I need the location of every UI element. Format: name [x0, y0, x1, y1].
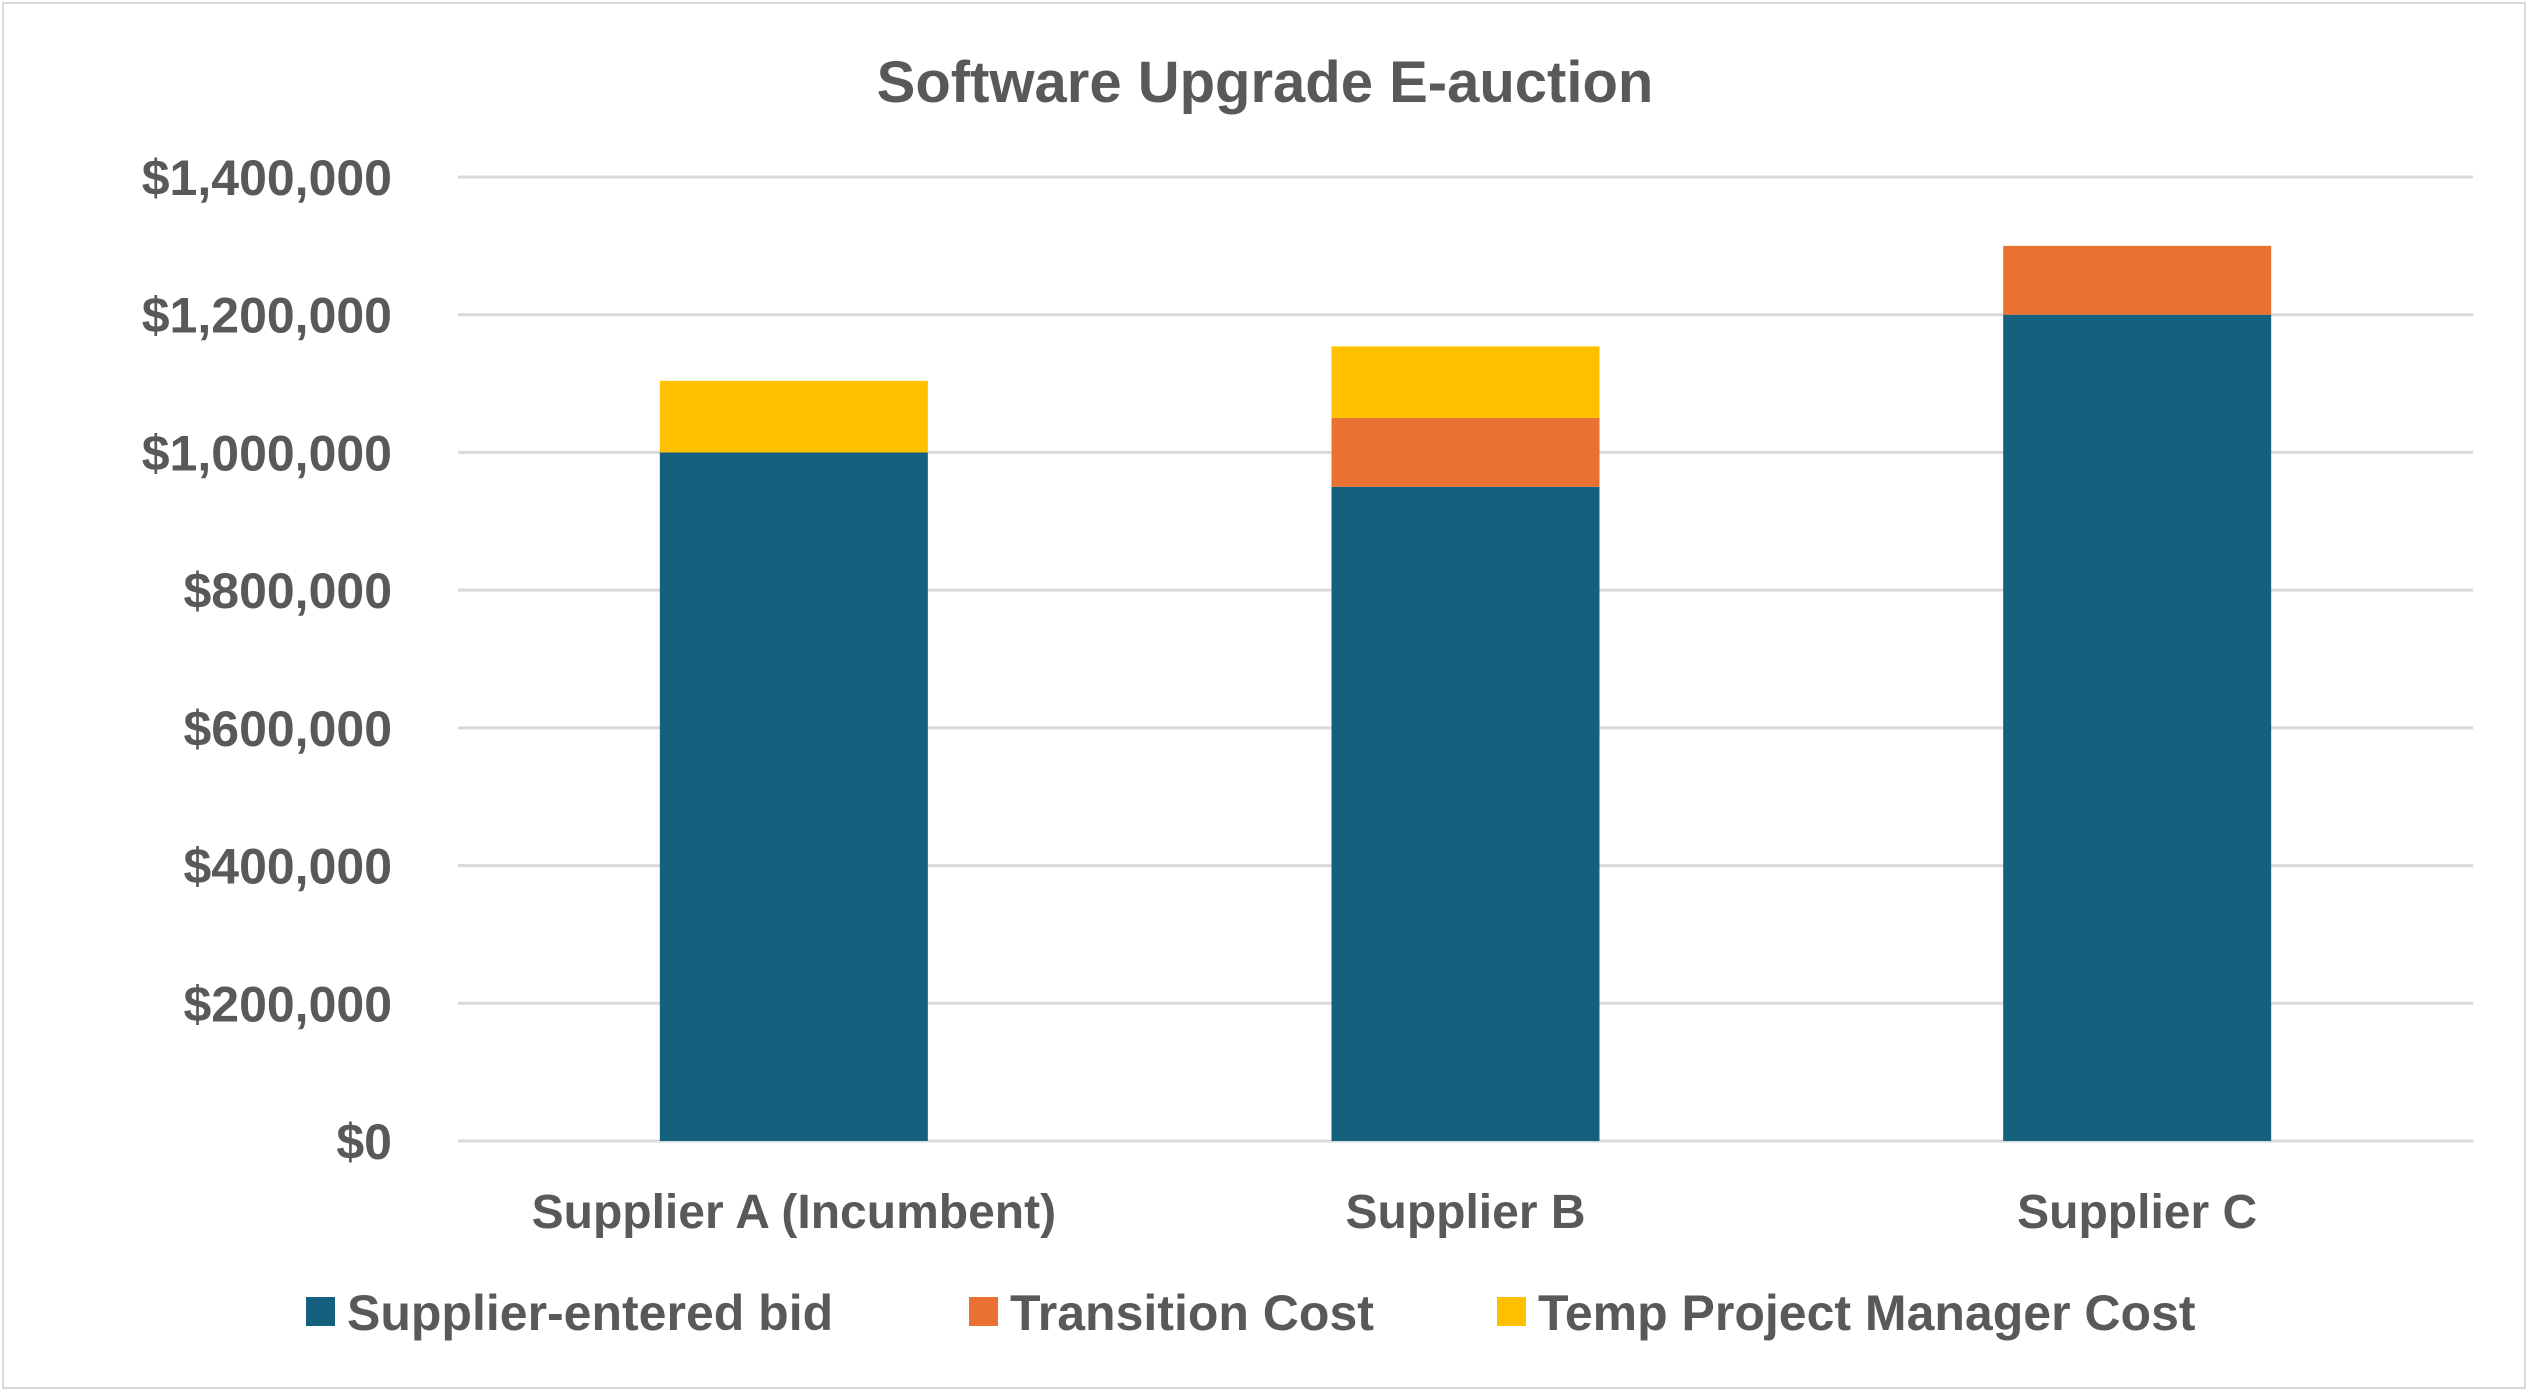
x-tick-label: Supplier C	[2017, 1186, 2257, 1239]
bar-segment	[659, 452, 928, 1141]
legend-swatch	[1497, 1297, 1526, 1326]
y-axis-ticks: $0 $200,000 $400,000 $600,000 $800,000 $1,000…	[142, 150, 392, 1170]
legend-label: Transition Cost	[1010, 1285, 1374, 1341]
y-tick-label: $1,200,000	[142, 288, 392, 344]
legend: Supplier-entered bid Transition Cost Temp …	[306, 1285, 2196, 1341]
bar-segment	[2003, 314, 2272, 1141]
y-tick-label: $600,000	[183, 701, 392, 757]
legend-swatch	[306, 1297, 335, 1326]
bar-segment	[1331, 418, 1600, 487]
y-tick-label: $0	[336, 1114, 392, 1170]
legend-label: Supplier-entered bid	[347, 1285, 833, 1341]
y-tick-label: $800,000	[183, 563, 392, 619]
bar-segment	[2003, 245, 2272, 315]
bar-segment	[1331, 486, 1600, 1141]
chart-title: Software Upgrade E-auction	[877, 50, 1654, 115]
y-tick-label: $1,400,000	[142, 150, 392, 206]
bar-segment	[659, 380, 928, 453]
x-tick-label: Supplier A (Incumbent)	[532, 1186, 1056, 1239]
bars	[659, 245, 2272, 1141]
legend-swatch	[969, 1297, 998, 1326]
x-axis-labels: Supplier A (Incumbent) Supplier B Supplier…	[532, 1186, 2258, 1239]
y-tick-label: $200,000	[183, 976, 392, 1032]
y-tick-label: $1,000,000	[142, 425, 392, 481]
legend-label: Temp Project Manager Cost	[1538, 1285, 2196, 1341]
y-tick-label: $400,000	[183, 839, 392, 895]
bar-segment	[1331, 346, 1600, 418]
x-tick-label: Supplier B	[1345, 1186, 1585, 1239]
